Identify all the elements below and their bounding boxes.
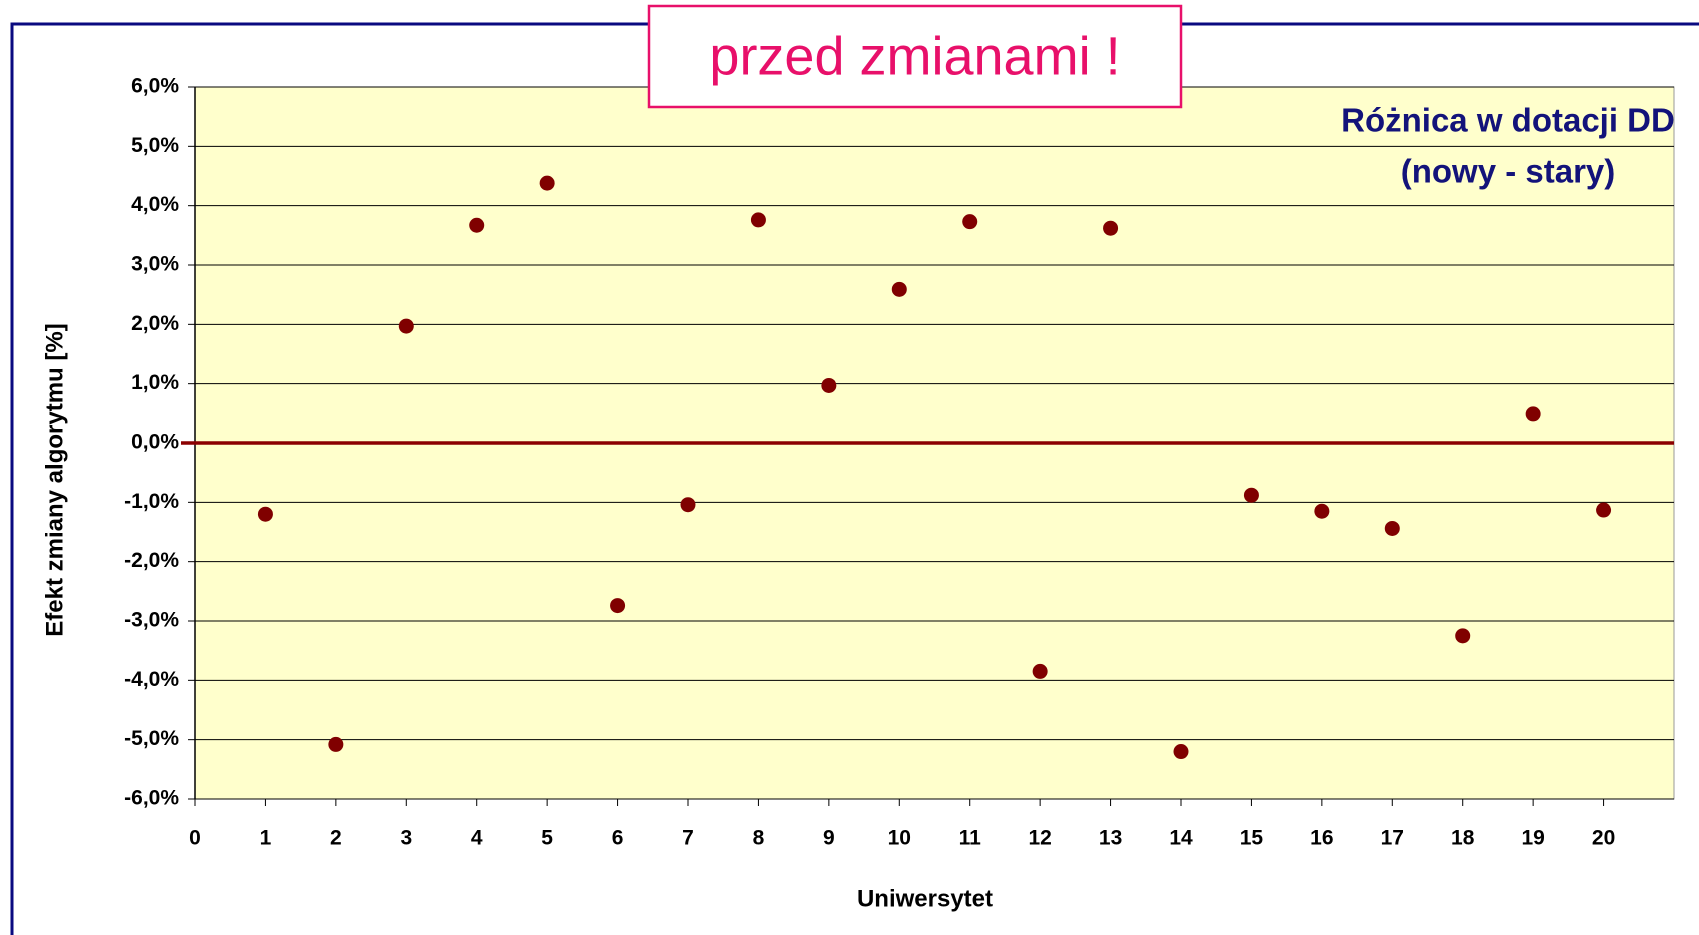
- x-tick-label: 20: [1592, 827, 1615, 850]
- point: [1103, 220, 1119, 236]
- x-tick-label: 19: [1521, 827, 1544, 850]
- y-axis-label: Efekt zmiany algorytmu [%]: [41, 323, 68, 636]
- x-tick-label: 13: [1099, 827, 1122, 850]
- x-tick-label: 6: [612, 827, 624, 850]
- point: [398, 318, 414, 334]
- x-tick-label: 3: [400, 827, 412, 850]
- annotation: (nowy - stary): [1401, 153, 1616, 190]
- y-tick-label: -5,0%: [124, 727, 179, 750]
- point: [1384, 520, 1400, 536]
- x-tick-label: 0: [189, 827, 201, 850]
- y-tick-label: 0,0%: [131, 431, 179, 454]
- point: [962, 214, 978, 230]
- x-tick-label: 18: [1451, 827, 1475, 850]
- y-tick-label: 1,0%: [131, 371, 179, 394]
- y-tick-label: -1,0%: [124, 490, 179, 513]
- y-tick-label: -3,0%: [124, 609, 179, 632]
- x-tick-label: 11: [959, 827, 982, 850]
- point: [469, 217, 485, 233]
- point: [680, 497, 696, 513]
- point: [328, 736, 344, 752]
- point: [610, 598, 626, 614]
- banner-box: [647, 4, 1183, 109]
- y-tick-label: -2,0%: [124, 549, 179, 572]
- point: [539, 175, 555, 191]
- x-tick-label: 4: [471, 827, 483, 850]
- x-tick-label: 8: [753, 827, 765, 850]
- point: [821, 377, 837, 393]
- x-tick-label: 16: [1310, 827, 1333, 850]
- y-tick-label: 4,0%: [131, 193, 179, 216]
- x-tick-label: 9: [823, 827, 835, 850]
- y-tick-label: 6,0%: [131, 75, 179, 98]
- x-axis-label: Uniwersytet: [857, 885, 993, 912]
- y-tick-label: 3,0%: [131, 253, 179, 276]
- x-tick-label: 2: [330, 827, 342, 850]
- y-tick-label: 2,0%: [131, 312, 179, 335]
- point: [1455, 628, 1471, 644]
- point: [1314, 503, 1330, 519]
- annotation: Różnica w dotacji DD: [1341, 102, 1675, 139]
- point: [1525, 406, 1541, 422]
- x-tick-label: 7: [682, 827, 694, 850]
- x-tick-label: 12: [1028, 827, 1051, 850]
- x-tick-label: 17: [1381, 827, 1404, 850]
- y-tick-label: 5,0%: [131, 134, 179, 157]
- point: [1596, 502, 1612, 518]
- point: [1243, 487, 1259, 503]
- x-tick-label: 1: [260, 827, 272, 850]
- point: [1173, 744, 1189, 760]
- y-tick-label: -4,0%: [124, 668, 179, 691]
- x-tick-label: 5: [541, 827, 553, 850]
- point: [1032, 663, 1048, 679]
- banner: przed zmianami !: [709, 26, 1120, 86]
- point: [257, 506, 273, 522]
- point: [750, 212, 766, 228]
- x-tick-label: 15: [1240, 827, 1264, 850]
- y-tick-label: -6,0%: [124, 787, 179, 810]
- x-tick-label: 14: [1169, 827, 1193, 850]
- x-tick-label: 10: [888, 827, 911, 850]
- point: [891, 281, 907, 297]
